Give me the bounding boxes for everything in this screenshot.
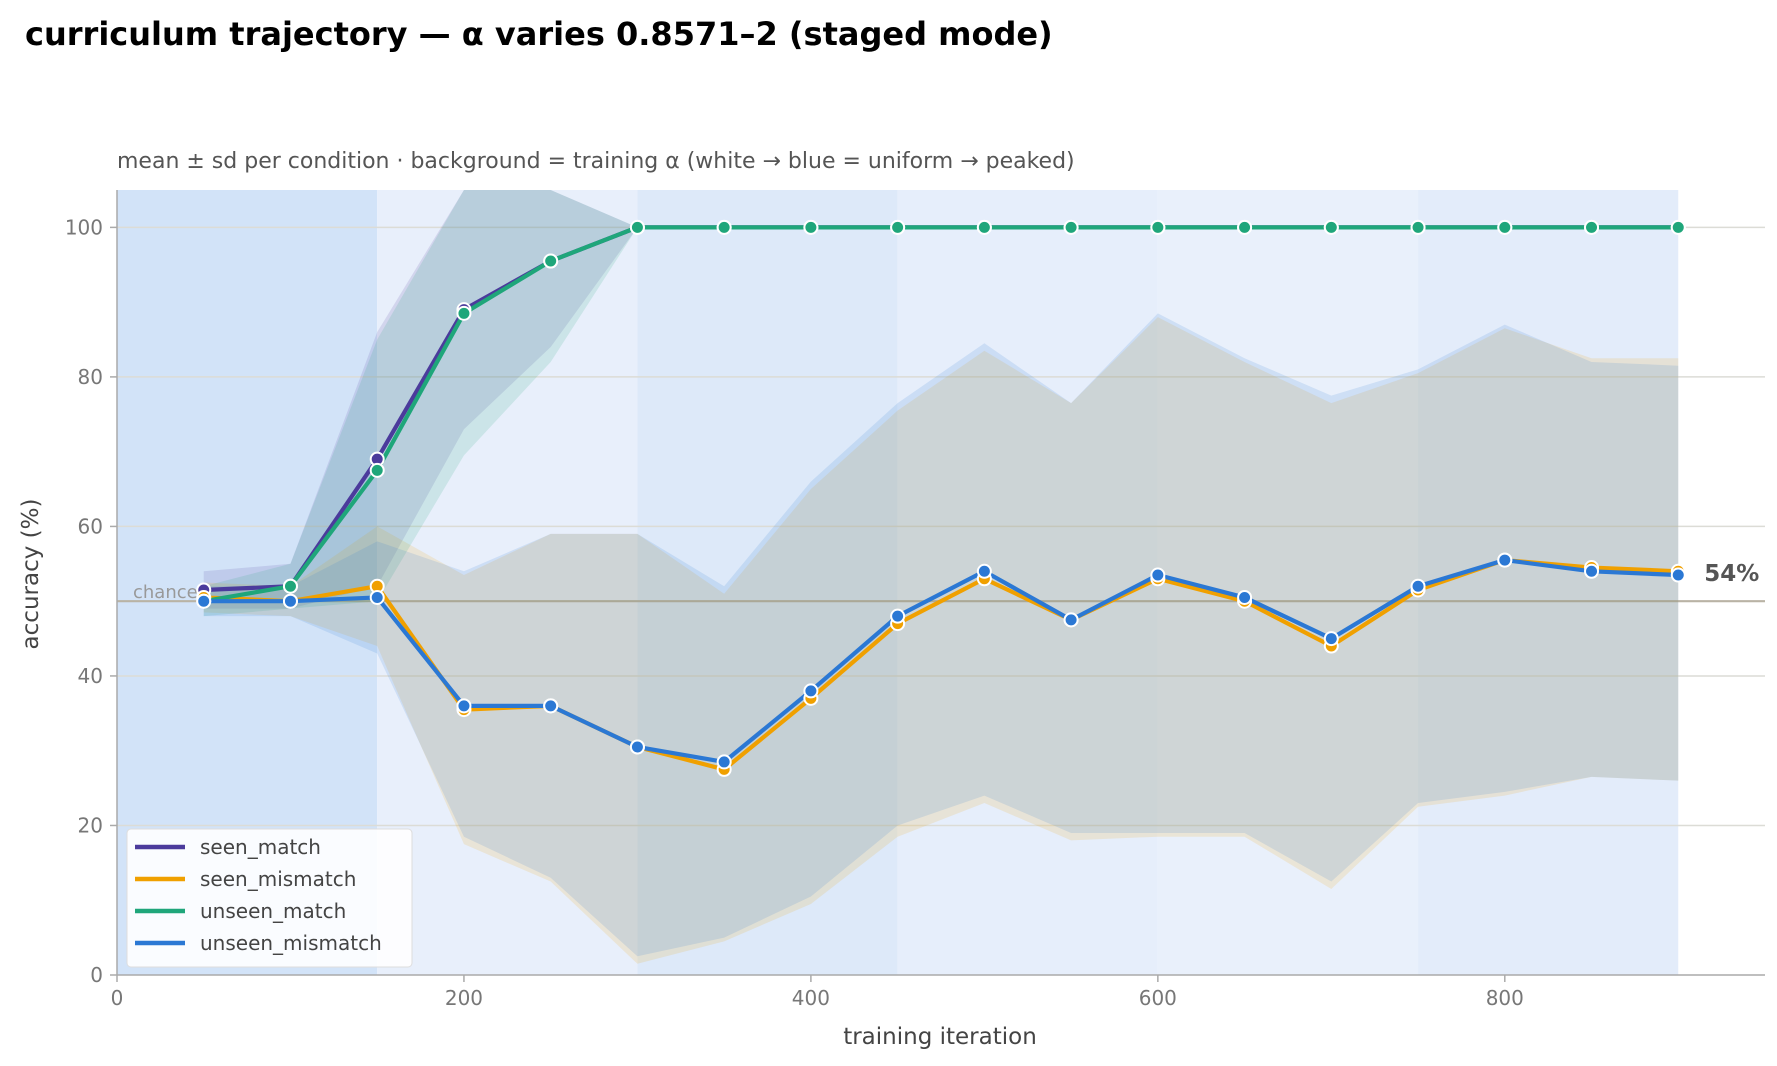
series-lines [203, 225, 1679, 772]
point-unseen_match-700 [1323, 219, 1339, 235]
point-unseen_match-500 [976, 219, 992, 235]
point-unseen_mismatch-550 [1063, 612, 1079, 628]
line-unseen_match [203, 225, 1679, 604]
background-band-5 [1418, 190, 1679, 975]
point-unseen_mismatch-850 [1584, 563, 1600, 579]
line-unseen_mismatch [203, 557, 1679, 765]
sd-bands [203, 190, 1679, 964]
y-tick-label-20: 20 [78, 813, 103, 837]
point-unseen_mismatch-700 [1323, 631, 1339, 647]
point-unseen_match-200 [456, 305, 472, 321]
point-unseen_match-300 [629, 219, 645, 235]
point-unseen_match-100 [282, 578, 298, 594]
x-tick-label-600: 600 [1139, 986, 1177, 1010]
point-unseen_match-150 [369, 462, 385, 478]
legend-label-unseen_mismatch: unseen_mismatch [200, 931, 382, 955]
y-tick-label-0: 0 [90, 963, 103, 987]
end-value-annotation: 54% [1704, 561, 1759, 587]
point-unseen_mismatch-450 [890, 608, 906, 624]
point-unseen_match-400 [803, 219, 819, 235]
x-axis-label: training iteration [843, 1024, 1037, 1050]
axes [116, 190, 1765, 976]
point-unseen_match-750 [1410, 219, 1426, 235]
sd-band-unseen_mismatch [203, 313, 1679, 957]
y-tick-label-60: 60 [78, 514, 103, 538]
x-ticks: 0 200 400 600 800 [111, 975, 1524, 1010]
series-points [196, 219, 1686, 777]
legend-label-unseen_match: unseen_match [200, 899, 346, 923]
legend-label-seen_mismatch: seen_mismatch [200, 867, 356, 891]
x-tick-label-800: 800 [1486, 986, 1524, 1010]
point-unseen_mismatch-350 [716, 754, 732, 770]
point-unseen_mismatch-50 [196, 593, 212, 609]
point-unseen_mismatch-400 [803, 683, 819, 699]
point-unseen_match-650 [1237, 219, 1253, 235]
legend-label-seen_match: seen_match [200, 835, 321, 859]
point-unseen_mismatch-650 [1237, 589, 1253, 605]
y-axis-label: accuracy (%) [18, 499, 44, 650]
point-unseen_match-450 [890, 219, 906, 235]
point-unseen_mismatch-750 [1410, 578, 1426, 594]
point-unseen_match-250 [543, 253, 559, 269]
background-bands [117, 190, 1679, 975]
background-band-2 [637, 190, 898, 975]
point-unseen_mismatch-600 [1150, 567, 1166, 583]
y-tick-label-100: 100 [65, 215, 103, 239]
point-unseen_match-600 [1150, 219, 1166, 235]
sd-band-seen_mismatch [203, 317, 1679, 964]
legend: seen_match seen_mismatch unseen_matchunsee… [126, 828, 413, 968]
point-unseen_mismatch-100 [282, 593, 298, 609]
point-unseen_match-900 [1670, 219, 1686, 235]
point-unseen_mismatch-500 [976, 563, 992, 579]
legend-box [126, 828, 413, 968]
background-band-3 [897, 190, 1158, 975]
sd-band-unseen_match [203, 190, 1679, 617]
y-tick-label-40: 40 [78, 664, 103, 688]
point-unseen_mismatch-250 [543, 698, 559, 714]
x-tick-label-200: 200 [445, 986, 483, 1010]
point-unseen_match-350 [716, 219, 732, 235]
x-tick-label-0: 0 [111, 986, 124, 1010]
background-band-4 [1157, 190, 1419, 975]
chance-label: chance [133, 582, 198, 603]
x-tick-label-400: 400 [792, 986, 830, 1010]
point-unseen_mismatch-150 [369, 589, 385, 605]
point-unseen_match-850 [1584, 219, 1600, 235]
point-unseen_mismatch-200 [456, 698, 472, 714]
sd-band-seen_match [203, 190, 1679, 609]
point-unseen_mismatch-900 [1670, 567, 1686, 583]
chart-subtitle: mean ± sd per condition · background = t… [117, 149, 1075, 174]
chart-title: curriculum trajectory — α varies 0.8571–… [25, 15, 1053, 53]
y-tick-label-80: 80 [78, 365, 103, 389]
y-ticks: 0 20 40 60 80 100 [65, 215, 117, 987]
point-unseen_match-550 [1063, 219, 1079, 235]
background-band-1 [377, 190, 638, 975]
point-unseen_mismatch-800 [1497, 552, 1513, 568]
point-unseen_match-800 [1497, 219, 1513, 235]
point-unseen_mismatch-300 [629, 739, 645, 755]
